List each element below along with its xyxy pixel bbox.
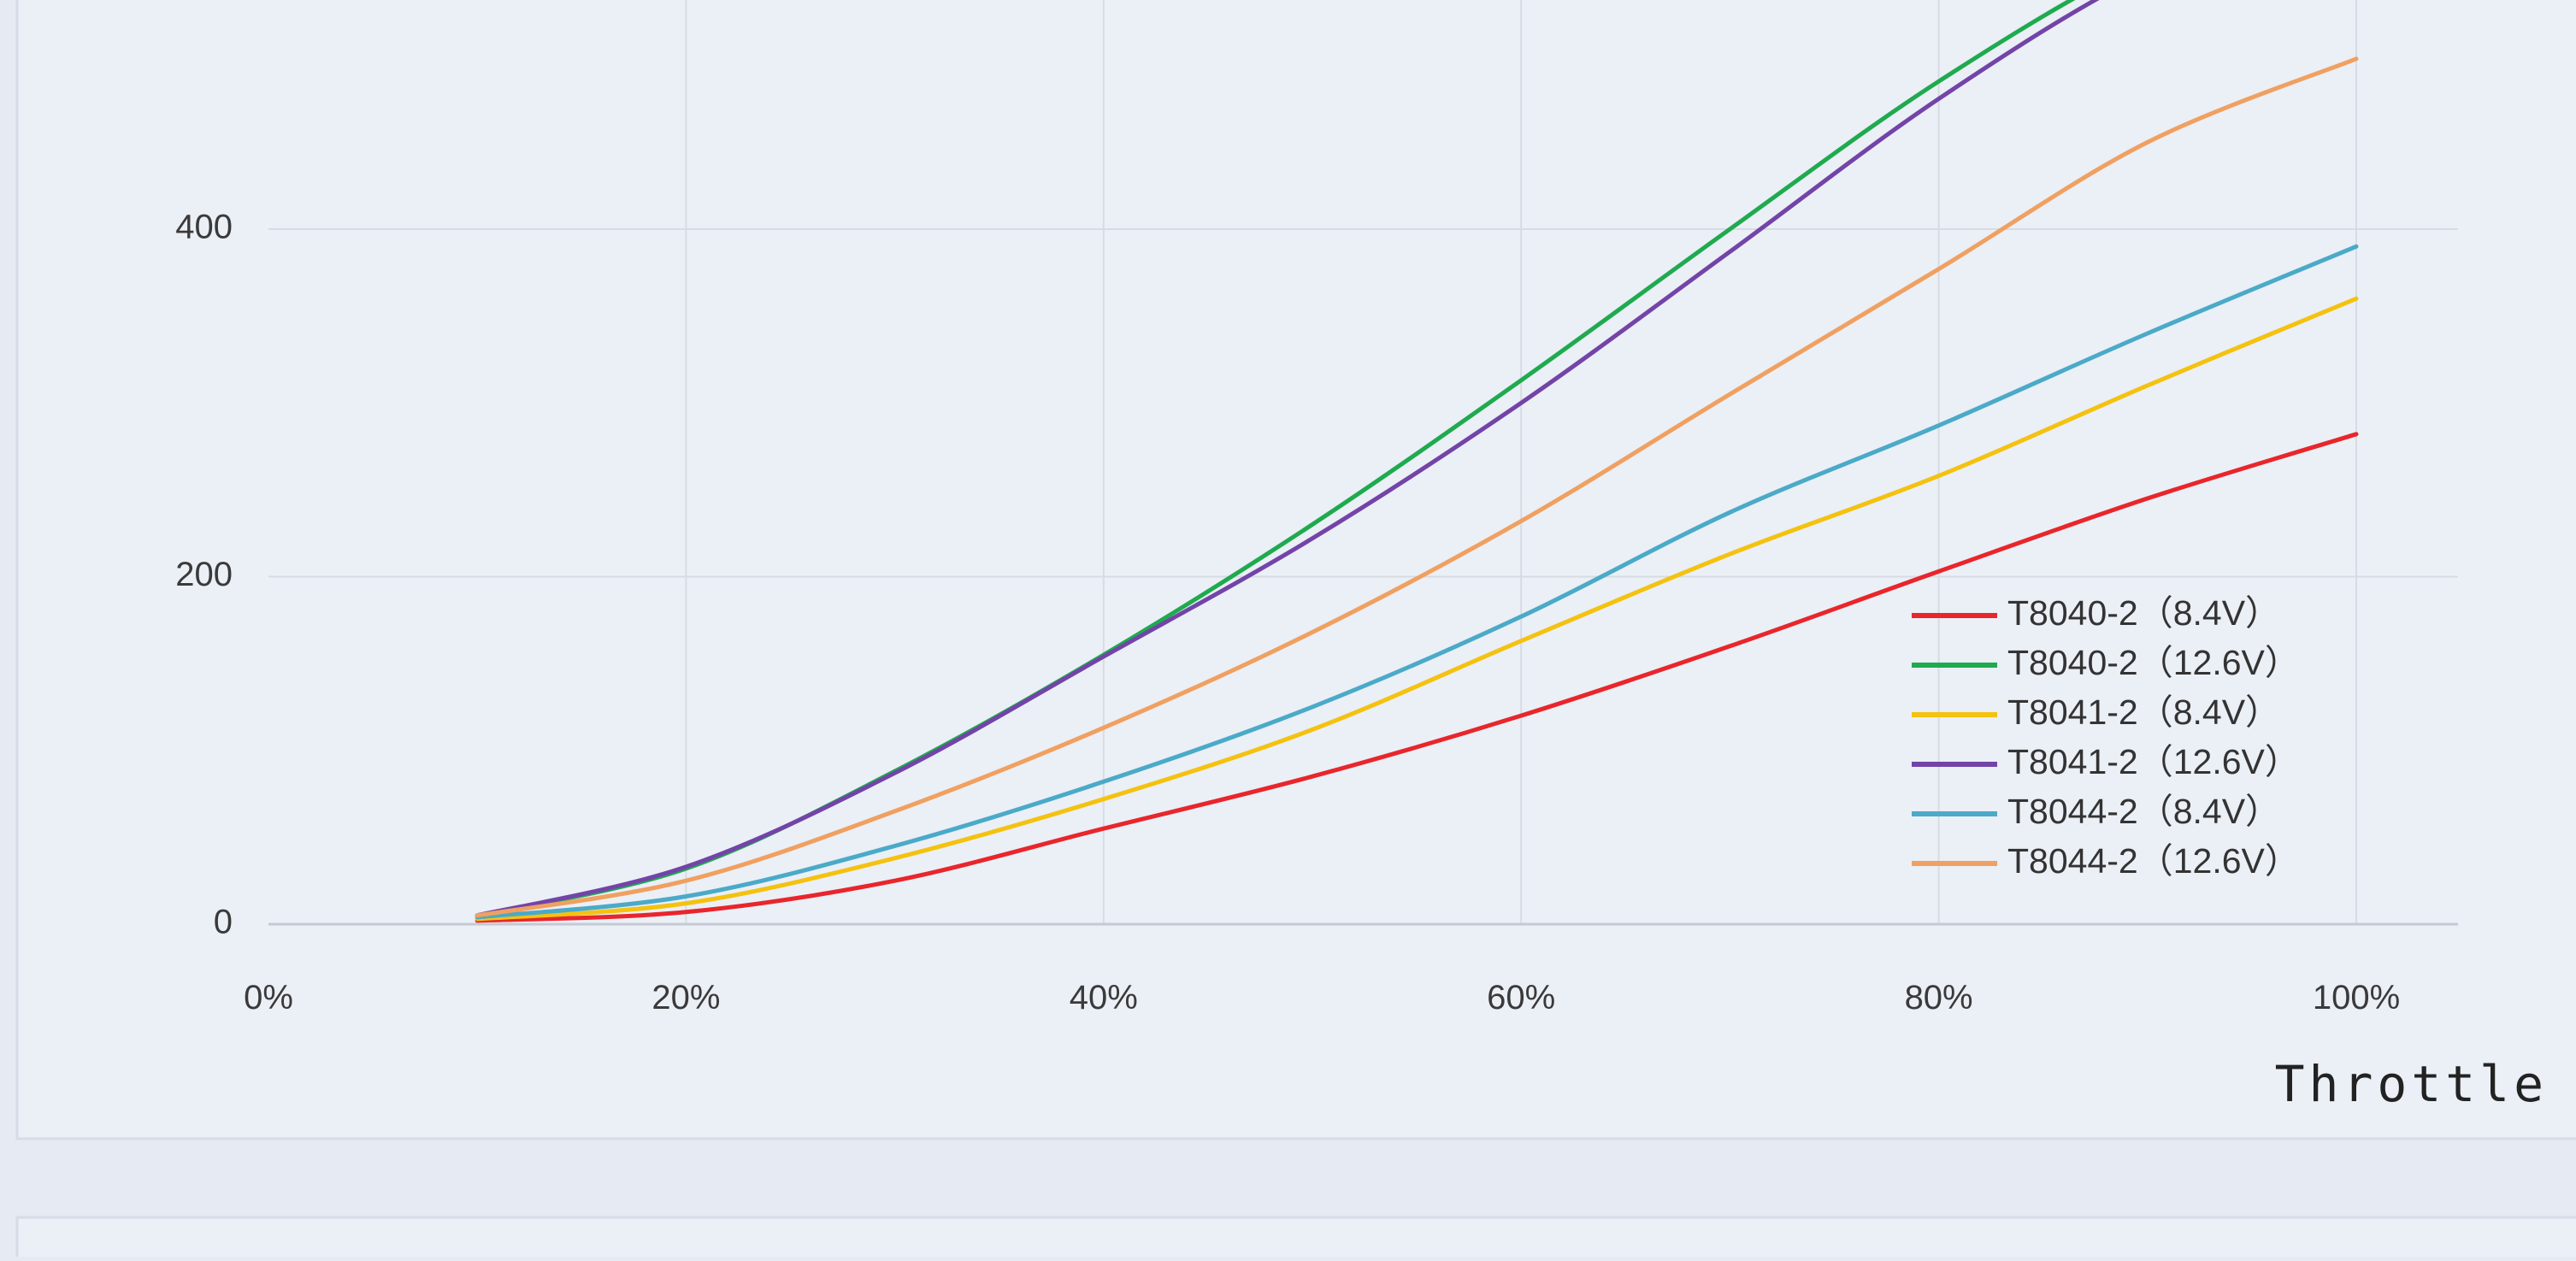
series-line-4 <box>475 0 2100 918</box>
legend-label: T8041-2（8.4V） <box>2007 692 2280 732</box>
legend-label: T8041-2（12.6V） <box>2007 742 2300 781</box>
y-tick-label: 0 <box>214 904 233 941</box>
legend: T8040-2（8.4V） T8040-2（12.6V） T8041-2（8.4V）… <box>1912 593 2300 881</box>
x-tick-label: 20% <box>651 979 720 1016</box>
x-tick-label: 80% <box>1905 979 1973 1016</box>
series-line-6 <box>475 56 2359 918</box>
x-tick-label: 40% <box>1070 979 1138 1016</box>
legend-item: T8041-2（8.4V） <box>1912 692 2280 732</box>
y-tick-labels: 0 200 400 <box>175 209 233 941</box>
next-panel <box>15 1216 2576 1261</box>
y-tick-label: 200 <box>175 556 233 593</box>
legend-label: T8044-2（8.4V） <box>2007 792 2280 831</box>
gridlines <box>268 0 2458 926</box>
legend-item: T8044-2（12.6V） <box>1912 841 2300 881</box>
x-tick-label: 0% <box>244 979 293 1016</box>
legend-label: T8044-2（12.6V） <box>2007 841 2300 881</box>
series-line-1 <box>475 432 2359 923</box>
chart-panel <box>15 0 2576 1140</box>
x-tick-label: 100% <box>2313 979 2400 1016</box>
legend-item: T8040-2（12.6V） <box>1912 643 2300 682</box>
series-line-3 <box>475 296 2359 922</box>
legend-item: T8040-2（8.4V） <box>1912 593 2280 633</box>
legend-item: T8044-2（8.4V） <box>1912 792 2280 831</box>
legend-label: T8040-2（12.6V） <box>2007 643 2300 682</box>
series-line-5 <box>475 244 2359 920</box>
series-lines <box>475 0 2359 923</box>
x-axis-title: Throttle <box>2275 1055 2548 1113</box>
x-tick-labels: 0% 20% 40% 60% 80% 100% <box>244 979 2400 1016</box>
legend-item: T8041-2（12.6V） <box>1912 742 2300 781</box>
y-tick-label: 400 <box>175 209 233 246</box>
legend-label: T8040-2（8.4V） <box>2007 593 2280 633</box>
x-tick-label: 60% <box>1487 979 1555 1016</box>
